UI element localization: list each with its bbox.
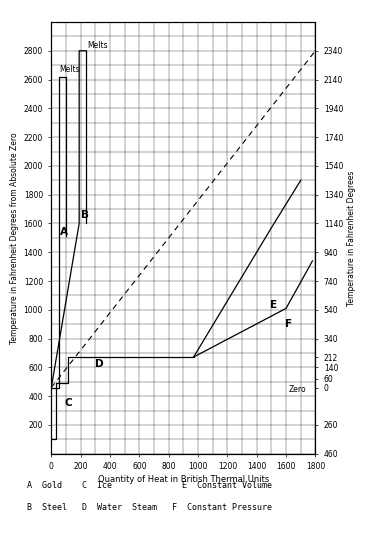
Text: Melts: Melts: [59, 65, 80, 74]
Text: Melts: Melts: [87, 41, 108, 50]
Text: C: C: [65, 398, 72, 408]
Text: Zero: Zero: [289, 385, 307, 394]
Text: D: D: [95, 359, 104, 370]
Text: A  Gold    C  Ice              E  Constant Volume: A Gold C Ice E Constant Volume: [27, 481, 272, 490]
Text: E: E: [270, 300, 277, 310]
Text: F: F: [285, 319, 292, 329]
Text: A: A: [60, 227, 68, 237]
X-axis label: Quantity of Heat in British Thermal Units: Quantity of Heat in British Thermal Unit…: [98, 475, 269, 484]
Text: B  Steel   D  Water  Steam   F  Constant Pressure: B Steel D Water Steam F Constant Pressur…: [27, 503, 272, 512]
Y-axis label: Temperature in Fahrenheit Degrees from Absolute Zero: Temperature in Fahrenheit Degrees from A…: [10, 132, 19, 344]
Text: B: B: [81, 210, 89, 220]
Y-axis label: Temperature in Fahrenheit Degrees: Temperature in Fahrenheit Degrees: [347, 170, 356, 306]
